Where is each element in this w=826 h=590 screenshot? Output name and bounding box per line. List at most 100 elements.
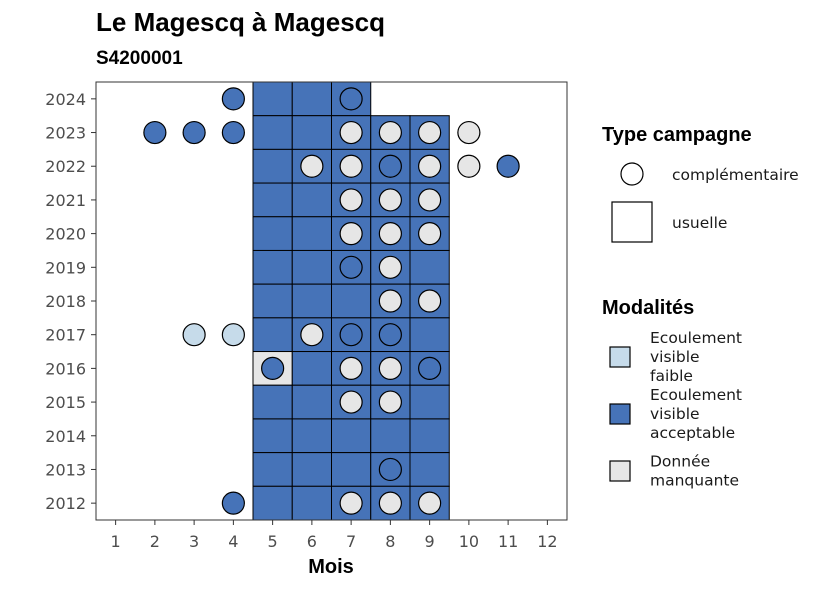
x-axis-title: Mois [308,556,354,578]
legend-square-key [611,201,653,243]
legend-modalites: ModalitésEcoulementvisiblefaibleEcouleme… [602,297,742,490]
y-tick-label: 2024 [45,90,86,109]
point-2020-8 [378,222,402,246]
point-2020-9 [418,222,442,246]
point-2022-6 [300,154,324,178]
point-2024-7 [339,87,363,111]
tile-2012-5 [252,485,293,521]
x-tick-label: 9 [425,532,435,551]
point-2023-8 [378,120,402,145]
point-2019-8 [378,255,402,279]
y-tick-label: 2015 [45,393,86,412]
legend-swatch [609,403,631,425]
x-tick-label: 3 [189,532,199,551]
tile-2017-5 [252,317,293,353]
point-2022-10 [457,154,481,178]
tile-2017-9 [409,317,450,353]
point-2018-9 [418,289,442,313]
tile-2018-7 [331,283,372,319]
point-2020-7 [339,222,363,246]
point-2016-9 [418,356,442,380]
tile-2024-6 [291,81,332,117]
legend-circle-key [620,162,644,186]
legend-modalites-title: Modalités [602,297,694,319]
point-2012-9 [418,491,442,515]
tile-2019-5 [252,249,293,285]
point-2016-5 [261,356,285,380]
tile-2018-6 [291,283,332,319]
point-2013-8 [378,457,402,482]
tile-2013-7 [331,452,372,487]
tile-2014-9 [409,418,450,454]
y-tick-label: 2016 [45,359,86,378]
point-2021-8 [378,188,402,212]
chart-subtitle: S4200001 [96,48,183,69]
y-tick-label: 2021 [45,191,86,210]
y-tick-label: 2017 [45,326,86,345]
x-tick-label: 12 [537,532,557,551]
tile-2018-5 [252,283,293,319]
x-tick-label: 6 [307,532,317,551]
point-2017-3 [182,323,206,347]
tile-2014-7 [331,418,372,454]
y-axis: 2012 2013 2014 2015 2016 2017 2018 2019 2020 2021… [45,90,96,513]
legend-modalite-label: Ecoulement [650,329,742,347]
point-2022-11 [496,154,520,178]
y-tick-label: 2012 [45,494,86,513]
point-2017-6 [300,323,324,347]
tile-2024-5 [252,81,293,117]
tile-2022-5 [252,148,293,184]
legend-modalite-label: manquante [650,472,739,490]
x-tick-label: 5 [268,532,278,551]
tile-2020-6 [291,216,332,251]
x-tick-label: 1 [111,532,121,551]
legend-modalite-label: acceptable [650,424,735,442]
tile-2012-6 [291,485,332,521]
point-2012-4 [221,491,245,515]
point-2015-7 [339,390,363,414]
x-tick-label: 10 [459,532,479,551]
legend-type-campagne: Type campagne complémentaire usuelle [602,124,799,243]
y-tick-label: 2013 [45,460,86,479]
tile-2013-5 [252,452,293,487]
x-tick-label: 4 [228,532,238,551]
legend-type-title: Type campagne [602,124,752,146]
chart-title: Le Magescq à Magescq [96,7,385,37]
tile-2019-9 [409,249,450,285]
point-2022-9 [418,154,442,178]
points-layer [143,87,520,515]
tile-2014-5 [252,418,293,454]
y-tick-label: 2014 [45,427,86,446]
y-tick-label: 2018 [45,292,86,311]
x-tick-label: 2 [150,532,160,551]
tile-2023-6 [291,115,332,150]
tile-2019-6 [291,249,332,285]
y-tick-label: 2022 [45,157,86,176]
x-axis: 1 2 3 4 5 6 7 8 9 10 11 12 [111,520,558,551]
tile-2013-9 [409,452,450,487]
point-2023-7 [339,120,363,145]
point-2017-7 [339,323,363,347]
tile-2014-8 [370,418,411,454]
legend-type-label: usuelle [672,214,727,232]
legend-modalite-label: visible [650,348,700,366]
point-2015-8 [378,390,402,414]
tile-2015-6 [291,384,332,420]
legend-modalite-label: visible [650,405,700,423]
tile-2015-5 [252,384,293,420]
point-2023-9 [418,120,442,145]
tile-2021-5 [252,182,293,218]
tile-2021-6 [291,182,332,218]
point-2017-4 [221,323,245,347]
point-2022-7 [339,154,363,178]
point-2021-7 [339,188,363,212]
tile-2013-6 [291,452,332,487]
point-2023-3 [182,120,206,145]
legend-type-label: complémentaire [672,166,799,184]
legend-modalite-label: Ecoulement [650,386,742,404]
legend-modalite-label: Donnée [650,453,710,471]
point-2023-4 [221,120,245,145]
legend-swatch [609,460,631,482]
point-2012-7 [339,491,363,515]
